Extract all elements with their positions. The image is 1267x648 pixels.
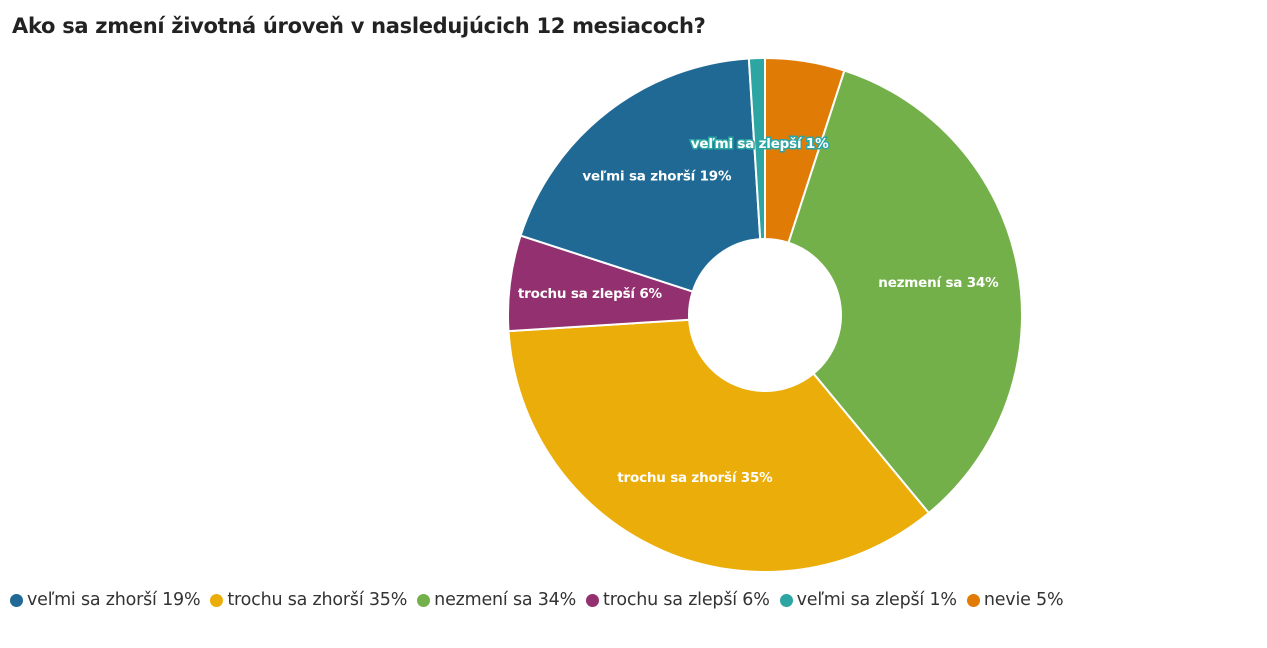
labels-group: nezmení sa 34% trochu sa zhorší 35% trochu… — [518, 135, 999, 486]
slices-group — [507, 56, 1023, 573]
slice-2 — [507, 318, 931, 573]
slice-label-3: trochu sa zlepší 6% — [518, 286, 663, 302]
slice-1 — [787, 69, 1023, 515]
legend-label: nezmení sa 34% — [434, 590, 577, 610]
legend-item-2: nezmení sa 34% — [417, 590, 576, 610]
legend-item-1: trochu sa zhorší 35% — [210, 590, 407, 610]
slice-label-1: nezmení sa 34% — [878, 275, 999, 291]
slice-label-4: veľmi sa zhorší 19% — [582, 169, 732, 185]
chart-title: Ako sa zmení životná úroveň v nasledujúc… — [12, 14, 706, 38]
legend-label: trochu sa zhorší 35% — [227, 590, 408, 610]
legend-dot-icon — [966, 593, 980, 607]
legend-item-5: nevie 5% — [966, 590, 1064, 610]
legend: veľmi sa zhorší 19% trochu sa zhorší 35% n… — [10, 590, 1073, 610]
legend-item-4: veľmi sa zlepší 1% — [779, 590, 957, 610]
legend-label: nevie 5% — [983, 590, 1064, 610]
legend-item-3: trochu sa zlepší 6% — [586, 590, 770, 610]
slice-label-5: veľmi sa zlepší 1% — [691, 136, 829, 152]
legend-dot-icon — [10, 593, 23, 607]
legend-dot-icon — [779, 593, 793, 607]
slice-5 — [747, 56, 766, 241]
legend-dot-icon — [586, 593, 600, 607]
legend-label: veľmi sa zhorší 19% — [27, 590, 201, 610]
legend-label: trochu sa zlepší 6% — [603, 590, 770, 610]
legend-dot-icon — [417, 593, 431, 607]
slice-label-2: trochu sa zhorší 35% — [617, 470, 773, 486]
slice-4 — [519, 57, 762, 293]
legend-label: veľmi sa zlepší 1% — [796, 590, 957, 610]
legend-dot-icon — [210, 593, 224, 607]
legend-item-0: veľmi sa zhorší 19% — [10, 590, 201, 610]
